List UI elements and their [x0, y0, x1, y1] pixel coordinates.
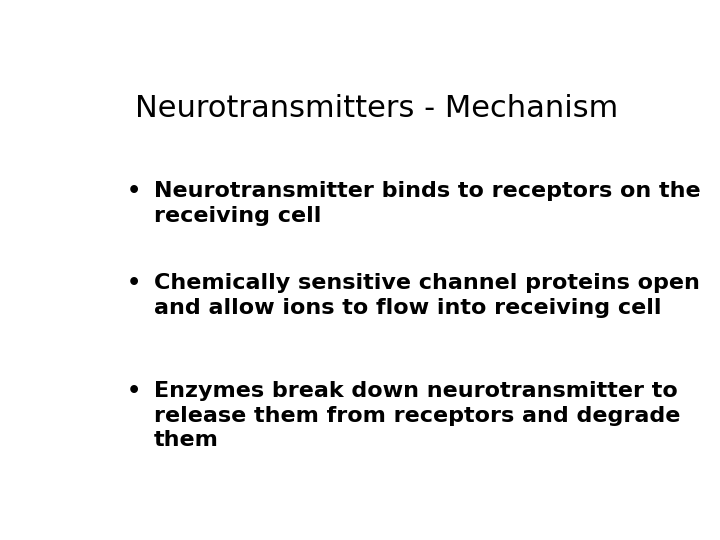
Text: •: • [126, 381, 140, 401]
Text: Neurotransmitter binds to receptors on the
receiving cell: Neurotransmitter binds to receptors on t… [154, 181, 701, 226]
Text: Enzymes break down neurotransmitter to
release them from receptors and degrade
t: Enzymes break down neurotransmitter to r… [154, 381, 680, 450]
Text: Chemically sensitive channel proteins open
and allow ions to flow into receiving: Chemically sensitive channel proteins op… [154, 273, 700, 318]
Text: Neurotransmitters - Mechanism: Neurotransmitters - Mechanism [135, 94, 618, 123]
Text: •: • [126, 181, 140, 201]
Text: •: • [126, 273, 140, 293]
